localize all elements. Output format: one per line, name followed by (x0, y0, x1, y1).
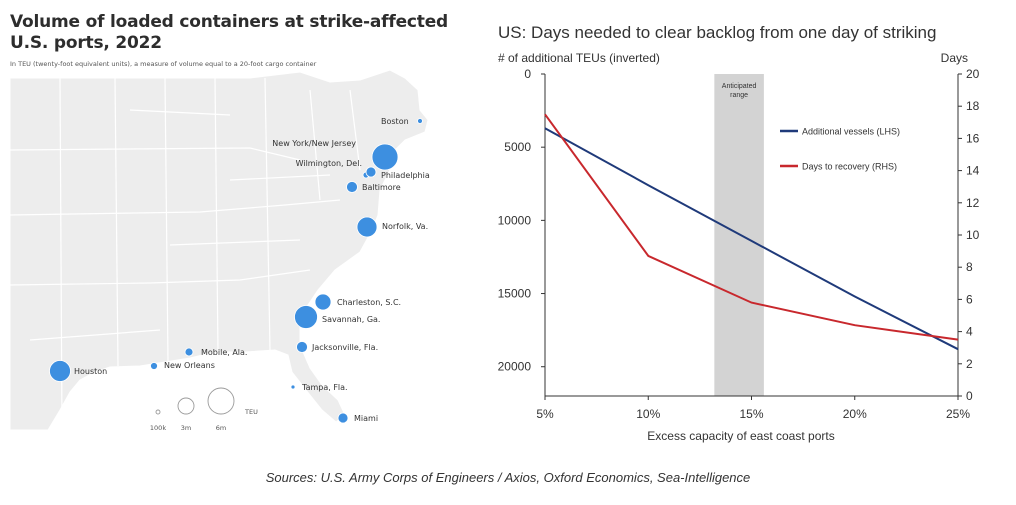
x-tick-label: 15% (739, 407, 763, 421)
map-title: Volume of loaded containers at strike-af… (10, 12, 450, 54)
port-bubble-jacksonville-fla (296, 341, 308, 353)
legend-size-label: 100k (150, 424, 166, 432)
port-bubble-norfolk-va (356, 216, 378, 238)
map-subtitle: In TEU (twenty-foot equivalent units), a… (10, 60, 317, 68)
y-right-tick-label: 2 (966, 357, 973, 371)
y-right-label: Days (941, 51, 968, 65)
legend-circle-0 (155, 409, 161, 415)
y-right-tick-label: 6 (966, 292, 973, 306)
port-bubble-new-orleans (150, 362, 158, 370)
port-bubble-miami (337, 412, 349, 424)
port-label-savannah-ga: Savannah, Ga. (322, 315, 380, 324)
port-label-new-york-new-jersey: New York/New Jersey (272, 139, 356, 148)
x-tick-label: 5% (536, 407, 554, 421)
legend-size-label: 3m (181, 424, 191, 432)
port-volume-map-panel: Boston New York/New Jersey Wilmington, Del… (0, 0, 460, 460)
y-right-tick-label: 14 (966, 164, 980, 178)
chart-title: US: Days needed to clear backlog from on… (498, 23, 936, 42)
y-right-tick-label: 12 (966, 196, 980, 210)
legend-title: TEU (244, 408, 258, 416)
legend-circle-1 (177, 397, 195, 415)
y-right-tick-label: 20 (966, 67, 980, 81)
port-label-baltimore: Baltimore (362, 183, 401, 192)
y-left-tick-label: 5000 (504, 140, 531, 154)
map-title-line2: U.S. ports, 2022 (10, 33, 162, 53)
us-east-map: Boston New York/New Jersey Wilmington, Del… (9, 69, 430, 432)
port-bubble-tampa-fla (290, 384, 296, 390)
port-bubble-boston (417, 118, 423, 124)
y-right-tick-label: 10 (966, 228, 980, 242)
x-axis-label: Excess capacity of east coast ports (647, 429, 834, 443)
legend-size-label: 6m (216, 424, 226, 432)
source-note: Sources: U.S. Army Corps of Engineers / … (265, 470, 751, 485)
x-tick-label: 10% (636, 407, 660, 421)
y-left-tick-label: 20000 (498, 360, 532, 374)
port-label-houston: Houston (74, 367, 107, 376)
port-bubble-charleston-s-c (314, 293, 332, 311)
y-right-tick-label: 4 (966, 325, 973, 339)
port-label-wilmington-del: Wilmington, Del. (296, 159, 362, 168)
legend-circle-2 (207, 387, 235, 415)
chart-legend-label: Additional vessels (LHS) (802, 127, 900, 137)
x-tick-label: 25% (946, 407, 970, 421)
y-right-tick-label: 16 (966, 131, 980, 145)
port-bubble-baltimore (346, 181, 358, 193)
state-borders (9, 77, 361, 431)
port-label-jacksonville-fla: Jacksonville, Fla. (311, 343, 378, 352)
size-legend: 100k 3m 6m TEU (150, 387, 258, 432)
y-right-tick-label: 8 (966, 260, 973, 274)
anticipated-range-label: Anticipated (722, 83, 757, 90)
x-tick-label: 20% (843, 407, 867, 421)
y-right-tick-label: 0 (966, 389, 973, 403)
port-bubble-new-york-new-jersey (371, 143, 399, 171)
y-left-tick-label: 15000 (498, 287, 532, 301)
port-label-new-orleans: New Orleans (164, 361, 215, 370)
port-label-charleston-s-c: Charleston, S.C. (337, 298, 401, 307)
port-bubble-philadelphia (365, 166, 377, 178)
y-left-tick-label: 10000 (498, 213, 532, 227)
port-label-philadelphia: Philadelphia (381, 171, 430, 180)
port-label-tampa-fla: Tampa, Fla. (301, 383, 348, 392)
port-label-boston: Boston (381, 117, 409, 126)
port-label-miami: Miami (354, 414, 378, 423)
port-bubble-savannah-ga (294, 305, 318, 329)
chart-legend-label: Days to recovery (RHS) (802, 162, 897, 172)
port-label-mobile-ala: Mobile, Ala. (201, 348, 247, 357)
anticipated-range-label: range (730, 92, 748, 99)
port-bubble-mobile-ala (184, 347, 194, 357)
port-bubble-houston (49, 360, 71, 382)
backlog-chart: US: Days needed to clear backlog from on… (498, 23, 980, 443)
map-land (9, 69, 429, 431)
y-right-tick-label: 18 (966, 99, 980, 113)
port-label-norfolk-va: Norfolk, Va. (382, 222, 428, 231)
y-left-tick-label: 0 (524, 67, 531, 81)
y-left-label: # of additional TEUs (inverted) (498, 51, 660, 65)
map-title-line1: Volume of loaded containers at strike-af… (10, 12, 448, 32)
